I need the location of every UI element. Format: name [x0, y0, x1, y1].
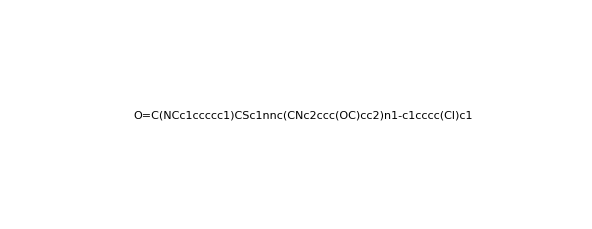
Text: O=C(NCc1ccccc1)CSc1nnc(CNc2ccc(OC)cc2)n1-c1cccc(Cl)c1: O=C(NCc1ccccc1)CSc1nnc(CNc2ccc(OC)cc2)n1…	[134, 111, 473, 121]
